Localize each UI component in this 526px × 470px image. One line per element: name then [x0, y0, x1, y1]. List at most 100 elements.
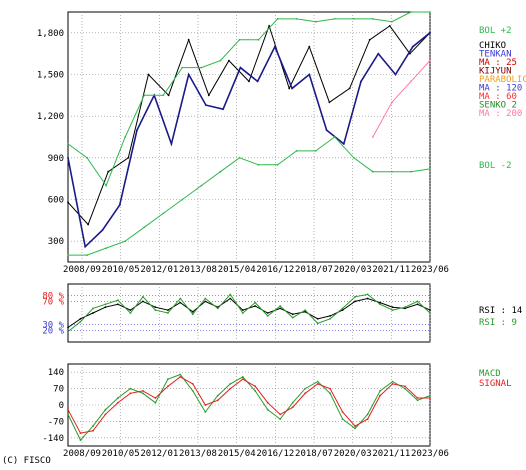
data-point-chiko — [368, 38, 371, 41]
data-point-price — [325, 129, 328, 132]
series-line-bol-2 — [67, 11, 430, 187]
data-point-macd — [316, 380, 319, 383]
price-y-tick-label: 600 — [48, 196, 64, 206]
x-tick-label-bottom: 2021/11 — [372, 449, 410, 459]
data-point-macd — [354, 427, 356, 430]
data-point-rsi-9 — [104, 303, 107, 306]
data-point-rsi-9 — [291, 316, 294, 319]
rsi-y-tick-label: 30 % — [42, 321, 64, 331]
data-point-rsi-14 — [92, 312, 94, 314]
data-point-rsi-9 — [304, 309, 307, 311]
data-point-macd — [341, 418, 344, 420]
data-point-bol-2 — [429, 11, 431, 13]
legend-label: BOL +2 — [479, 26, 512, 36]
data-point-macd — [329, 392, 331, 395]
data-point-signal — [254, 385, 257, 388]
data-point-rsi-14 — [341, 309, 344, 311]
data-point-signal — [179, 376, 182, 378]
data-point-rsi-9 — [341, 307, 344, 310]
data-point-macd — [142, 392, 144, 395]
data-point-rsi-14 — [329, 315, 331, 317]
data-point-chiko — [107, 170, 110, 173]
data-point-bol-2 — [181, 66, 184, 69]
data-point-macd — [241, 376, 244, 378]
data-point-signal — [129, 392, 132, 395]
data-point-macd — [404, 387, 406, 390]
data-point-rsi-14 — [179, 301, 182, 304]
data-point-chiko — [308, 45, 311, 48]
data-point-rsi-9 — [366, 293, 369, 296]
data-point-price — [377, 52, 380, 55]
rsi-y-tick-label: 70 % — [42, 297, 64, 307]
data-point-macd — [129, 387, 132, 390]
data-point-price — [101, 229, 104, 232]
price-y-tick-label: 1,800 — [37, 29, 64, 39]
data-point-price — [291, 87, 293, 90]
data-point-bol-2 — [391, 170, 393, 173]
data-point-rsi-9 — [92, 307, 94, 310]
data-point-bol-2 — [276, 18, 279, 20]
data-point-bol-2 — [67, 254, 69, 256]
data-point-rsi-14 — [304, 310, 307, 313]
data-point-signal — [154, 397, 157, 399]
data-point-signal — [329, 387, 331, 390]
data-point-macd — [191, 390, 194, 392]
data-point-macd — [67, 413, 69, 416]
legend-label: BOL -2 — [479, 161, 512, 171]
legend-label: RSI : 9 — [479, 318, 517, 328]
data-point-rsi-14 — [416, 303, 419, 306]
data-point-rsi-14 — [129, 309, 132, 311]
data-point-macd — [92, 425, 94, 427]
data-point-macd — [291, 401, 294, 404]
data-point-signal — [429, 397, 431, 399]
rsi-y-tick-label: 20 % — [42, 326, 64, 336]
price-frame — [67, 11, 431, 263]
data-point-rsi-14 — [254, 305, 257, 307]
data-point-rsi-9 — [316, 322, 319, 325]
data-point-bol-2 — [371, 18, 374, 20]
data-point-bol-2 — [219, 170, 222, 173]
data-point-signal — [291, 406, 294, 409]
data-point-rsi-9 — [379, 303, 381, 306]
data-point-rsi-9 — [429, 312, 431, 314]
data-point-rsi-14 — [67, 326, 69, 329]
macd-y-tick-label: -140 — [42, 434, 64, 444]
data-point-bol-2 — [105, 247, 107, 250]
data-point-signal — [416, 397, 419, 399]
data-point-chiko — [268, 25, 270, 27]
x-tick-label-top: 2012/01 — [140, 265, 178, 275]
data-point-signal — [229, 387, 232, 390]
data-point-rsi-9 — [279, 305, 282, 307]
data-point-bol-2 — [333, 136, 336, 138]
data-point-macd — [429, 394, 431, 397]
data-point-macd — [366, 413, 369, 416]
data-point-bol-2 — [162, 212, 165, 215]
x-tick-label-bottom: 2012/01 — [140, 449, 178, 459]
data-point-rsi-9 — [241, 312, 244, 314]
data-point-price — [136, 129, 138, 132]
data-point-macd — [216, 394, 219, 397]
data-point-signal — [266, 401, 269, 404]
data-point-macd — [154, 401, 157, 404]
data-point-macd — [379, 390, 381, 392]
data-point-bol-2 — [314, 20, 317, 23]
legend-label: MACD — [479, 369, 501, 379]
series-line-bol-2 — [68, 136, 431, 256]
legend-label: MA : 25 — [479, 58, 517, 68]
data-point-bol-2 — [352, 156, 355, 159]
data-point-macd — [79, 439, 82, 441]
data-point-macd — [204, 411, 207, 413]
data-point-chiko — [187, 38, 190, 41]
series-line-signal — [67, 376, 430, 434]
data-point-bol-2 — [86, 254, 88, 256]
data-point-signal — [204, 404, 207, 406]
data-point-rsi-9 — [216, 307, 219, 310]
data-point-price — [411, 45, 414, 48]
legend-label: PARABOLIC — [479, 75, 526, 85]
series-line-rsi-14 — [67, 297, 431, 328]
data-point-signal — [117, 401, 119, 404]
data-point-bol-2 — [181, 198, 184, 201]
data-point-ma-200 — [371, 136, 374, 138]
data-point-macd — [167, 378, 169, 381]
data-point-price — [342, 143, 345, 145]
